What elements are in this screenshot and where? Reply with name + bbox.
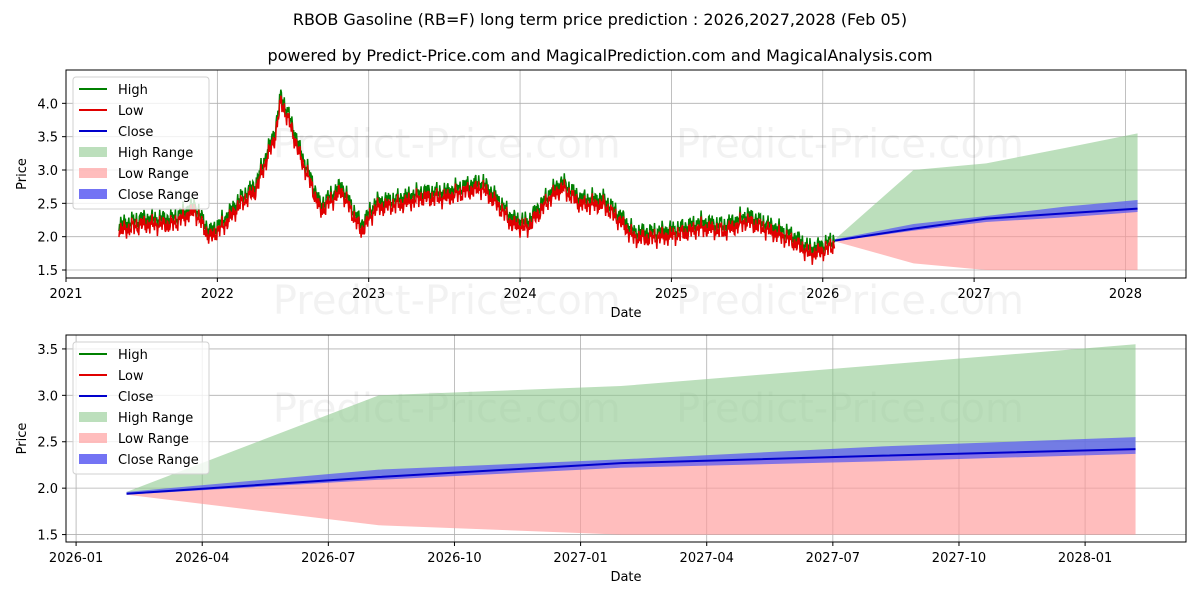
y-tick-label: 2.5 [37, 197, 58, 212]
y-tick-label: 2.0 [37, 482, 58, 497]
x-tick-label: 2026-04 [175, 551, 229, 566]
y-tick-label: 2.5 [37, 436, 58, 451]
y-axis-label: Price [15, 423, 30, 455]
chart-title: RBOB Gasoline (RB=F) long term price pre… [293, 10, 907, 29]
legend-low-range-swatch [79, 168, 107, 178]
legend-close-label: Close [118, 390, 153, 405]
x-tick-label: 2027-01 [553, 551, 607, 566]
x-tick-label: 2028-01 [1058, 551, 1112, 566]
legend: High Low Close High Range Low Range Close Ran… [72, 341, 210, 475]
y-tick-label: 1.5 [37, 529, 58, 544]
watermark: Predict-Price.com [273, 278, 621, 324]
x-tick-label: 2027-04 [680, 551, 734, 566]
x-tick-label: 2021 [49, 287, 82, 302]
bottom-panel: Predict-Price.comPredict-Price.com2026-0… [15, 334, 1187, 585]
x-tick-label: 2028 [1109, 287, 1142, 302]
legend-close-range-label: Close Range [118, 453, 199, 468]
legend-low-label: Low [118, 369, 144, 384]
x-tick-label: 2026 [806, 287, 839, 302]
x-tick-label: 2027 [958, 287, 991, 302]
legend-high-range-label: High Range [118, 146, 193, 161]
watermark: Predict-Price.com [676, 278, 1024, 324]
chart-subtitle: powered by Predict-Price.com and Magical… [267, 46, 932, 65]
watermark: Predict-Price.com [676, 121, 1024, 167]
legend-high-range-label: High Range [118, 411, 193, 426]
legend-low-label: Low [118, 104, 144, 119]
high-range-area [834, 133, 1138, 241]
close-forecast-line [126, 448, 1136, 495]
legend-high-label: High [118, 83, 148, 98]
x-tick-label: 2022 [201, 287, 234, 302]
x-tick-label: 2026-10 [427, 551, 481, 566]
low-range-area [834, 208, 1138, 270]
legend: High Low Close High Range Low Range Close Ran… [72, 76, 210, 210]
x-tick-label: 2027-10 [932, 551, 986, 566]
close-forecast-line [834, 207, 1138, 242]
low-range-area [126, 449, 1136, 535]
top-panel: Predict-Price.com Predict-Price.com Predic… [15, 69, 1187, 324]
x-tick-label: 2023 [352, 287, 385, 302]
x-tick-label: 2026-01 [49, 551, 103, 566]
y-tick-label: 3.0 [37, 389, 58, 404]
axes-frame [65, 334, 1187, 543]
legend-low-range-label: Low Range [118, 432, 189, 447]
legend-close-range-label: Close Range [118, 188, 199, 203]
legend-close-range-swatch [79, 189, 107, 199]
y-tick-label: 1.5 [37, 264, 58, 279]
legend-close-label: Close [118, 125, 153, 140]
legend-high-range-swatch [79, 147, 107, 157]
y-tick-label: 4.0 [37, 97, 58, 112]
x-axis-label: Date [610, 570, 641, 585]
y-tick-label: 2.0 [37, 231, 58, 246]
x-axis-label: Date [610, 306, 641, 321]
y-tick-label: 3.5 [37, 343, 58, 358]
axes-frame [65, 69, 1187, 279]
watermark: Predict-Price.com [273, 121, 621, 167]
legend-low-range-label: Low Range [118, 167, 189, 182]
close-range-band [126, 437, 1136, 495]
y-axis-label: Price [15, 158, 30, 190]
high-range-area [126, 344, 1136, 494]
x-tick-label: 2025 [655, 287, 688, 302]
close-range-band [834, 200, 1138, 242]
y-tick-label: 3.0 [37, 164, 58, 179]
legend-low-range-swatch [79, 433, 107, 443]
legend-high-range-swatch [79, 412, 107, 422]
y-tick-label: 3.5 [37, 131, 58, 146]
legend-close-range-swatch [79, 454, 107, 464]
legend-high-label: High [118, 348, 148, 363]
low-series-line [118, 95, 836, 265]
x-tick-label: 2024 [504, 287, 537, 302]
x-tick-label: 2026-07 [301, 551, 355, 566]
x-tick-label: 2027-07 [806, 551, 860, 566]
